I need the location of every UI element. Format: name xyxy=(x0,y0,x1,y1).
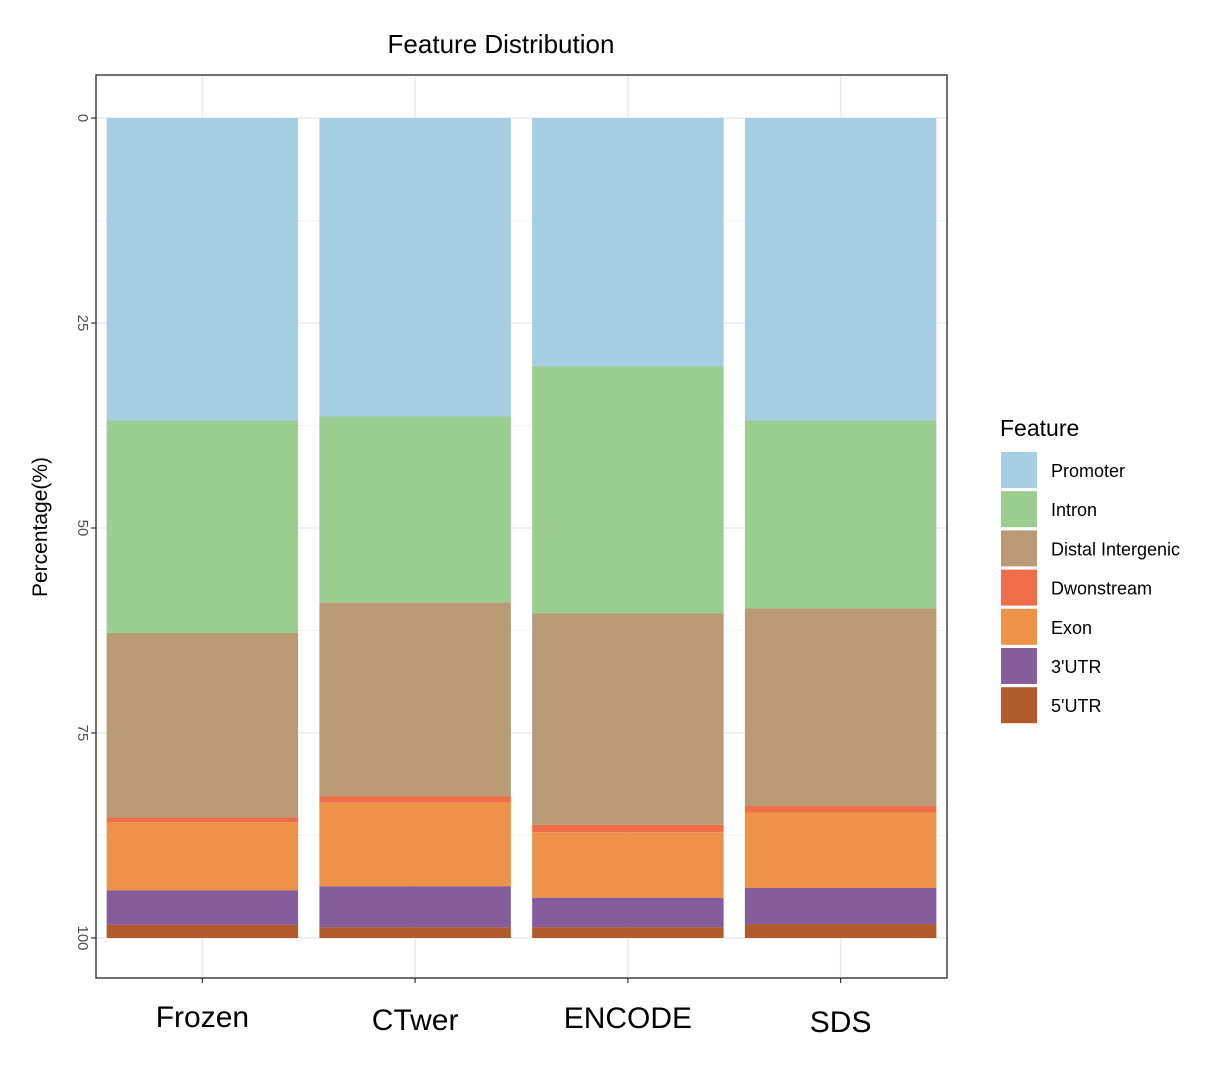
legend-swatch xyxy=(1001,687,1037,724)
bar-segment xyxy=(532,613,724,825)
bar-segment xyxy=(532,927,724,938)
bar-segment xyxy=(106,118,299,421)
legend-label: Distal Intergenic xyxy=(1051,539,1180,559)
bar-segment xyxy=(744,887,937,925)
legend-swatch xyxy=(1001,648,1037,684)
bar-segment xyxy=(319,602,511,797)
bar-segment xyxy=(744,805,937,813)
bar-segment xyxy=(106,817,299,823)
legend-swatch xyxy=(1001,569,1037,606)
bar-segment xyxy=(532,366,724,614)
legend-label: Promoter xyxy=(1051,461,1125,481)
legend-title: Feature xyxy=(1000,415,1079,441)
bar-segment xyxy=(532,824,724,833)
legend-swatch xyxy=(1001,491,1037,528)
legend-label: Intron xyxy=(1051,500,1097,520)
bar-segment xyxy=(744,420,937,609)
bar-segment xyxy=(106,924,299,938)
chart-title: Feature Distribution xyxy=(388,29,615,59)
legend-swatch xyxy=(1001,452,1037,488)
bar-segment xyxy=(744,812,937,888)
x-tick-label: CTwer xyxy=(372,1004,459,1037)
bar-segment xyxy=(319,118,511,417)
bar-segment xyxy=(532,897,724,928)
bar-segment xyxy=(744,924,937,938)
bar-segment xyxy=(319,416,511,603)
x-tick-label: ENCODE xyxy=(564,1002,692,1035)
legend-label: Dwonstream xyxy=(1051,579,1152,599)
bar-segment xyxy=(319,796,511,803)
bar-segment xyxy=(319,927,511,938)
bar-segment xyxy=(106,822,299,891)
y-tick-label: 50 xyxy=(74,520,91,537)
legend: Feature Promoter Intron Distal Intergenic D… xyxy=(1000,415,1180,724)
bar-segment xyxy=(744,118,937,421)
bar-segment xyxy=(319,886,511,928)
bar-segment xyxy=(319,802,511,887)
panel-border xyxy=(95,74,948,979)
y-tick-label: 0 xyxy=(74,114,91,122)
bar-segment xyxy=(106,420,299,633)
y-axis-label: Percentage(%) xyxy=(29,457,52,597)
bar-segment xyxy=(532,832,724,898)
y-tick-label: 100 xyxy=(74,925,91,950)
x-tick-label: Frozen xyxy=(156,1001,249,1034)
bar-segment xyxy=(532,118,724,367)
bar-segment xyxy=(106,890,299,925)
bar-segment xyxy=(744,608,937,806)
legend-label: 5'UTR xyxy=(1051,696,1101,716)
y-tick-label: 75 xyxy=(74,725,91,742)
y-tick-label: 25 xyxy=(74,315,91,332)
legend-label: Exon xyxy=(1051,618,1092,638)
plot-area: 0 25 50 75 100 Frozen CTwer ENCODE SDS xyxy=(74,74,948,1039)
legend-swatch xyxy=(1001,608,1037,645)
legend-label: 3'UTR xyxy=(1051,657,1101,677)
legend-swatch xyxy=(1001,530,1037,567)
bar-segment xyxy=(106,632,299,818)
x-tick-label: SDS xyxy=(810,1006,872,1039)
